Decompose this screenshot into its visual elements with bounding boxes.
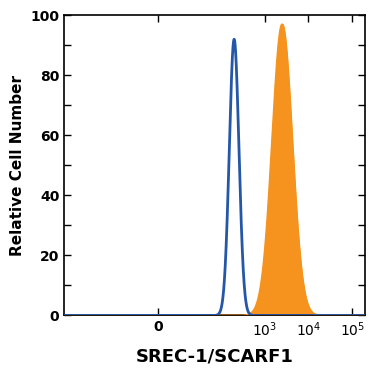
Y-axis label: Relative Cell Number: Relative Cell Number <box>10 75 25 256</box>
X-axis label: SREC-1/SCARF1: SREC-1/SCARF1 <box>136 347 294 365</box>
